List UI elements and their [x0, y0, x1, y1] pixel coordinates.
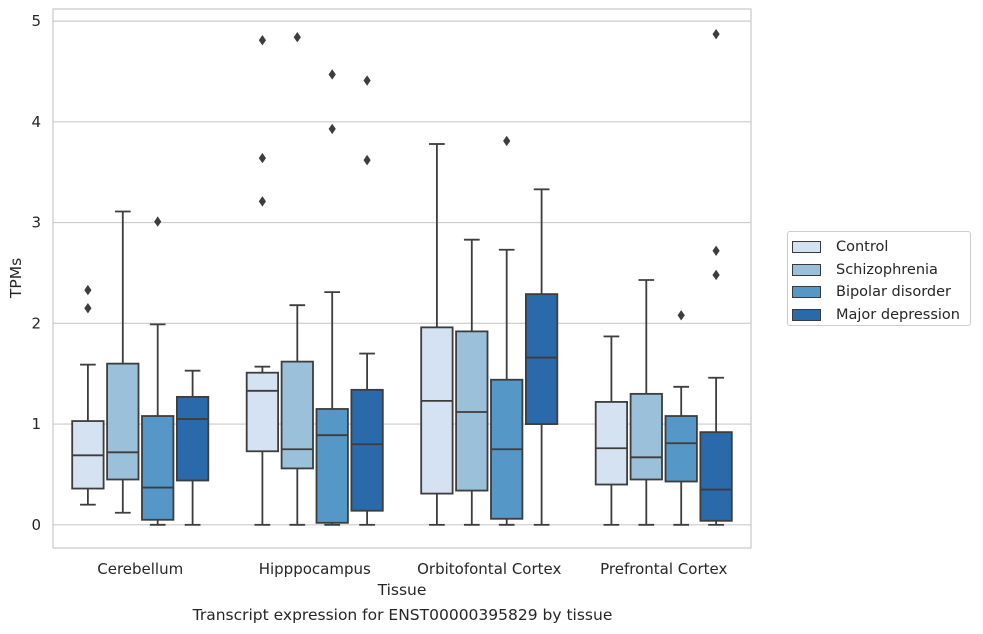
box-3-0: [175, 369, 210, 526]
box-body: [106, 362, 140, 481]
box-body: [664, 415, 698, 483]
box-0-2: [420, 143, 454, 526]
outlier-point: [293, 32, 301, 43]
box-2-0: [141, 216, 175, 526]
box-3-3: [699, 28, 733, 526]
box-body: [524, 293, 559, 425]
legend-label-bipolar-disorder: Bipolar disorder: [836, 284, 951, 301]
legend-label-schizophrenia: Schizophrenia: [836, 261, 938, 278]
x-tick-label-0: Cerebellum: [97, 560, 183, 578]
y-tick-label-1: 1: [31, 415, 41, 433]
box-body: [699, 431, 733, 522]
legend-item-schizophrenia: Schizophrenia: [792, 259, 970, 282]
box-2-2: [490, 135, 524, 526]
outlier-point: [712, 245, 720, 256]
plot-frame: [52, 8, 752, 549]
y-tick-label-0: 0: [31, 516, 41, 534]
outlier-point: [363, 154, 371, 166]
outlier-point: [84, 303, 92, 314]
y-tick-label-2: 2: [31, 314, 41, 332]
legend-swatch-bipolar-disorder: [792, 286, 821, 299]
y-tick-label-3: 3: [31, 214, 41, 232]
box-body: [141, 415, 175, 521]
box-3-1: [350, 75, 384, 526]
box-layer: [71, 28, 733, 526]
box-body: [350, 388, 384, 512]
outlier-point: [328, 69, 336, 80]
legend-label-major-depression: Major depression: [836, 307, 960, 324]
legend-item-major-depression: Major depression: [792, 304, 970, 327]
outlier-point: [712, 28, 720, 40]
box-2-1: [315, 69, 349, 526]
box-3-2: [524, 188, 559, 526]
outlier-point: [258, 196, 266, 207]
box-0-0: [71, 284, 105, 506]
y-axis-label: TPMs: [7, 258, 25, 299]
box-body: [455, 330, 489, 492]
legend: Control Schizophrenia Bipolar disorder M…: [787, 231, 971, 326]
box-0-3: [594, 335, 629, 526]
legend-item-control: Control: [792, 236, 970, 259]
legend-label-control: Control: [836, 239, 889, 256]
chart-caption: Transcript expression for ENST0000039582…: [192, 606, 613, 624]
box-1-1: [280, 32, 314, 526]
legend-swatch-major-depression: [792, 309, 821, 322]
legend-swatch-schizophrenia: [792, 263, 821, 276]
box-1-3: [629, 279, 663, 526]
box-body: [594, 401, 629, 486]
legend-swatch-control: [792, 241, 821, 254]
outlier-point: [328, 123, 336, 135]
outlier-point: [84, 284, 92, 296]
box-body: [629, 392, 663, 481]
y-tick-label-4: 4: [31, 113, 41, 131]
box-1-0: [106, 210, 140, 514]
box-body: [420, 326, 454, 495]
outlier-point: [154, 216, 162, 227]
x-tick-label-3: Prefrontal Cortex: [600, 560, 727, 578]
outlier-point: [258, 35, 266, 46]
legend-item-bipolar-disorder: Bipolar disorder: [792, 281, 970, 304]
box-body: [280, 360, 314, 470]
box-body: [175, 395, 210, 482]
y-tick-label-5: 5: [31, 12, 41, 30]
outlier-point: [677, 310, 685, 321]
box-2-3: [664, 310, 698, 526]
x-tick-label-1: Hipppocampus: [259, 560, 371, 578]
outlier-point: [503, 135, 511, 147]
box-0-1: [245, 35, 280, 526]
box-body: [245, 371, 280, 453]
tick-labels: 0 1 2 3 4 5 Cerebellum Hipppocampus Orbitofontal…: [31, 12, 727, 578]
box-body: [315, 408, 349, 524]
outlier-point: [258, 152, 266, 164]
x-axis-label: Tissue: [377, 581, 427, 599]
x-tick-label-2: Orbitofontal Cortex: [417, 560, 561, 578]
outlier-point: [363, 75, 371, 86]
box-1-2: [455, 238, 489, 526]
outlier-point: [712, 269, 720, 281]
